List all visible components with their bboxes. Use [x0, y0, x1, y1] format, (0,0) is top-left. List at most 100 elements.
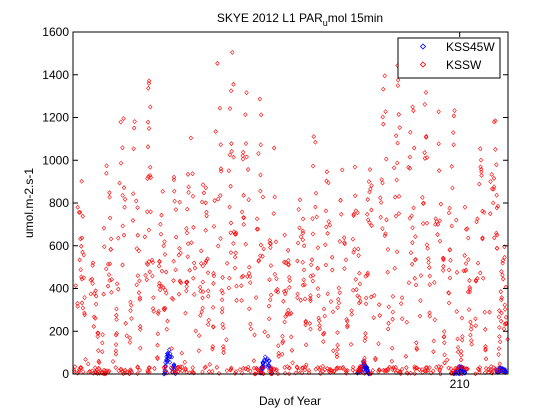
data-point-kssw	[205, 322, 211, 327]
data-point-kssw	[287, 278, 292, 284]
data-point-kssw	[446, 210, 452, 216]
data-point-kssw	[162, 364, 168, 370]
data-point-kssw	[396, 112, 402, 117]
data-point-kssw	[395, 160, 400, 166]
data-point-kssw	[200, 289, 206, 295]
data-point-kssw	[232, 371, 238, 376]
data-point-kssw	[183, 366, 188, 371]
data-point-kssw	[445, 357, 450, 363]
data-point-kssw	[243, 241, 248, 247]
data-point-kssw	[442, 340, 447, 346]
data-point-kssw	[343, 257, 349, 263]
data-point-kssw	[392, 265, 397, 271]
data-point-kssw	[268, 371, 274, 377]
data-point-kssw	[215, 196, 221, 202]
data-point-kssw	[414, 340, 419, 346]
data-point-kssw	[441, 263, 446, 269]
data-point-kssw	[199, 248, 204, 254]
data-point-kssw	[155, 342, 160, 348]
data-point-kssw	[128, 367, 133, 373]
data-point-kssw	[490, 368, 495, 374]
data-point-kssw	[210, 344, 215, 350]
data-point-kssw	[241, 215, 247, 221]
data-point-kssw	[162, 251, 168, 257]
data-point-kssw	[322, 367, 327, 373]
data-point-kssw	[446, 365, 451, 371]
data-point-kssw	[276, 350, 281, 356]
data-point-kssw	[176, 291, 182, 297]
data-point-kss45w	[164, 354, 169, 360]
data-point-kssw	[481, 275, 486, 281]
data-point-kssw	[437, 367, 443, 373]
data-point-kssw	[483, 346, 488, 352]
data-point-kssw	[478, 270, 483, 276]
data-point-kssw	[116, 286, 121, 292]
data-point-kssw	[483, 356, 489, 362]
data-point-kssw	[188, 135, 194, 141]
data-point-kssw	[276, 343, 281, 349]
data-point-kssw	[116, 368, 121, 374]
data-point-kssw	[128, 308, 133, 313]
data-point-kssw	[425, 367, 430, 373]
data-point-kssw	[380, 114, 385, 120]
data-point-kssw	[254, 226, 260, 232]
data-point-kssw	[114, 306, 119, 312]
data-point-kssw	[204, 258, 209, 264]
data-point-kssw	[413, 365, 419, 371]
data-point-kssw	[465, 289, 471, 295]
data-point-kssw	[120, 223, 125, 229]
data-point-kssw	[378, 200, 384, 205]
data-point-kssw	[381, 86, 386, 92]
data-point-kssw	[330, 267, 335, 273]
data-point-kssw	[382, 233, 388, 239]
data-point-kssw	[80, 305, 86, 311]
data-point-kssw	[224, 337, 229, 343]
data-point-kssw	[297, 225, 302, 231]
data-point-kssw	[220, 290, 225, 296]
data-point-kssw	[164, 370, 170, 376]
data-point-kssw	[335, 330, 340, 335]
data-point-kssw	[356, 246, 361, 252]
data-point-kssw	[187, 267, 192, 273]
data-point-kssw	[244, 90, 249, 96]
data-point-kssw	[466, 235, 471, 241]
y-tick-label: 400	[49, 282, 69, 296]
data-point-kssw	[295, 291, 300, 297]
data-point-kssw	[271, 211, 277, 217]
data-point-kssw	[378, 214, 383, 220]
data-point-kssw	[384, 217, 389, 223]
data-point-kssw	[381, 367, 386, 373]
data-point-kssw	[251, 358, 257, 364]
data-point-kssw	[267, 277, 272, 283]
data-point-kssw	[104, 170, 109, 176]
data-point-kssw	[462, 253, 467, 258]
data-point-kssw	[114, 330, 119, 336]
data-point-kssw	[179, 364, 185, 370]
data-point-kssw	[385, 269, 390, 275]
data-point-kssw	[239, 274, 244, 280]
data-point-kssw	[383, 109, 388, 115]
data-point-kssw	[321, 339, 326, 345]
data-point-kssw	[122, 204, 127, 210]
data-point-kssw	[468, 332, 473, 338]
data-point-kssw	[477, 367, 482, 373]
data-point-kssw	[183, 279, 189, 285]
data-point-kssw	[201, 190, 207, 196]
x-axis-label: Day of Year	[259, 394, 321, 408]
data-point-kssw	[287, 284, 292, 290]
data-point-kssw	[241, 192, 246, 198]
data-point-kssw	[253, 295, 259, 300]
data-point-kssw	[301, 267, 307, 273]
data-point-kssw	[459, 315, 465, 321]
data-point-kssw	[380, 226, 385, 232]
data-point-kssw	[131, 125, 137, 131]
data-point-kssw	[294, 365, 300, 371]
data-point-kssw	[233, 231, 239, 237]
data-point-kssw	[383, 231, 388, 237]
data-point-kssw	[463, 261, 469, 266]
data-point-kssw	[202, 365, 208, 371]
data-point-kssw	[307, 321, 312, 326]
data-point-kssw	[422, 101, 428, 107]
data-point-kssw	[109, 289, 114, 295]
data-point-kssw	[377, 313, 382, 318]
